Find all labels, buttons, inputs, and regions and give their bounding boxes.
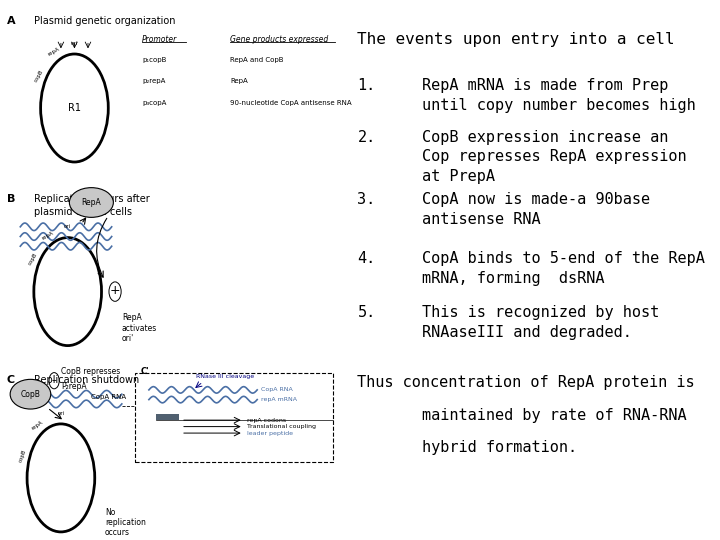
Text: CopB expression increase an
Cop represses RepA expression
at PrepA: CopB expression increase an Cop represse…: [423, 130, 687, 184]
Text: copB: copB: [18, 449, 27, 463]
Text: P₂repA: P₂repA: [61, 382, 86, 392]
Text: ori: ori: [64, 224, 71, 230]
Text: ori: ori: [58, 410, 65, 416]
Text: p₂repA: p₂repA: [142, 78, 166, 84]
Text: Plasmid genetic organization: Plasmid genetic organization: [34, 16, 176, 26]
Ellipse shape: [69, 187, 113, 217]
Text: Gene products expressed: Gene products expressed: [230, 35, 328, 44]
Circle shape: [40, 54, 108, 162]
Text: RepA: RepA: [230, 78, 248, 84]
Text: +: +: [109, 284, 120, 297]
Text: CopA RNA: CopA RNA: [261, 387, 292, 393]
Text: p₃copA: p₃copA: [142, 100, 166, 106]
Text: 90-nucleotide CopA antisense RNA: 90-nucleotide CopA antisense RNA: [230, 100, 352, 106]
Bar: [156, 414, 179, 420]
Text: copB: copB: [27, 252, 38, 266]
Text: copB: copB: [34, 69, 45, 83]
Text: 2.: 2.: [357, 130, 376, 145]
Text: A: A: [6, 16, 15, 26]
Text: leader peptide: leader peptide: [247, 430, 293, 436]
Text: B: B: [6, 194, 15, 205]
Text: CopA binds to 5-end of the RepA
mRNA, forming  dsRNA: CopA binds to 5-end of the RepA mRNA, fo…: [423, 251, 705, 286]
Text: hybrid formation.: hybrid formation.: [423, 440, 577, 455]
Text: C: C: [6, 375, 15, 386]
Text: 3.: 3.: [357, 192, 376, 207]
Text: repA: repA: [31, 419, 44, 430]
Text: No
replication
occurs: No replication occurs: [105, 508, 145, 537]
Text: RepA
activates
ori': RepA activates ori': [122, 313, 157, 343]
Text: RepA: RepA: [81, 198, 102, 207]
Text: Promoter: Promoter: [142, 35, 177, 44]
Text: R1: R1: [68, 103, 81, 113]
Text: This is recognized by host
RNAaseIII and degraded.: This is recognized by host RNAaseIII and…: [423, 305, 660, 340]
Text: Replication shutdown: Replication shutdown: [34, 375, 139, 386]
Text: p₁copB: p₁copB: [142, 57, 166, 63]
Text: 5.: 5.: [357, 305, 376, 320]
Text: ori: ori: [71, 40, 78, 46]
Text: CopB represses: CopB represses: [61, 367, 120, 376]
Text: C': C': [140, 367, 149, 376]
Text: repA: repA: [48, 46, 61, 57]
Text: maintained by rate of RNA-RNA: maintained by rate of RNA-RNA: [423, 408, 687, 423]
Text: 4.: 4.: [357, 251, 376, 266]
Text: CopB: CopB: [20, 390, 40, 399]
Circle shape: [27, 424, 95, 532]
Text: Replication occurs after
plasmid enters cells: Replication occurs after plasmid enters …: [34, 194, 150, 217]
Text: Translational coupling: Translational coupling: [247, 424, 316, 429]
Text: –: –: [52, 375, 57, 384]
Text: RepA and CopB: RepA and CopB: [230, 57, 284, 63]
Text: repA: repA: [40, 230, 54, 241]
Text: CopA now is made-a 90base
antisense RNA: CopA now is made-a 90base antisense RNA: [423, 192, 650, 226]
Text: Thus concentration of RepA protein is: Thus concentration of RepA protein is: [357, 375, 695, 390]
Text: RepA mRNA is made from Prep
until copy number becomes high: RepA mRNA is made from Prep until copy n…: [423, 78, 696, 113]
Text: CopA RNA: CopA RNA: [91, 394, 127, 400]
Text: repA mRNA: repA mRNA: [261, 397, 297, 402]
Text: 1.: 1.: [357, 78, 376, 93]
Ellipse shape: [10, 379, 50, 409]
Text: The events upon entry into a cell: The events upon entry into a cell: [357, 32, 675, 48]
Circle shape: [34, 238, 102, 346]
Text: RNase III cleavage: RNase III cleavage: [197, 374, 254, 379]
Text: repA codons: repA codons: [247, 417, 286, 423]
